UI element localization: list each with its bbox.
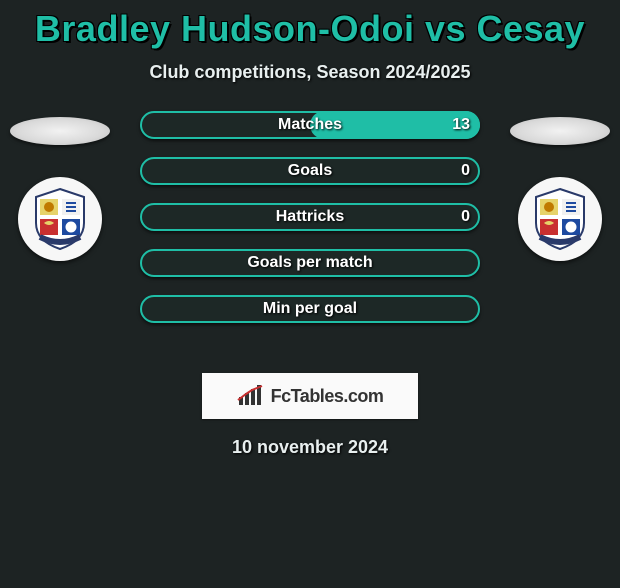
stat-row: Min per goal bbox=[140, 295, 480, 323]
comparison-panel: Matches13Goals0Hattricks0Goals per match… bbox=[0, 111, 620, 371]
left-player-column bbox=[0, 111, 120, 261]
watermark-text: FcTables.com bbox=[271, 386, 384, 407]
subtitle: Club competitions, Season 2024/2025 bbox=[0, 62, 620, 83]
watermark: FcTables.com bbox=[202, 373, 418, 419]
left-player-photo-placeholder bbox=[10, 117, 110, 145]
club-crest-icon bbox=[526, 185, 594, 253]
stat-row: Matches13 bbox=[140, 111, 480, 139]
stat-bars: Matches13Goals0Hattricks0Goals per match… bbox=[140, 111, 480, 341]
page-title: Bradley Hudson-Odoi vs Cesay bbox=[0, 8, 620, 50]
right-player-club-crest bbox=[518, 177, 602, 261]
stat-label: Min per goal bbox=[140, 295, 480, 323]
stat-label: Matches bbox=[140, 111, 480, 139]
club-crest-icon bbox=[26, 185, 94, 253]
stat-row: Goals per match bbox=[140, 249, 480, 277]
watermark-chart-icon bbox=[237, 385, 265, 407]
stat-row: Goals0 bbox=[140, 157, 480, 185]
left-player-club-crest bbox=[18, 177, 102, 261]
stat-label: Hattricks bbox=[140, 203, 480, 231]
stat-label: Goals bbox=[140, 157, 480, 185]
right-player-column bbox=[500, 111, 620, 261]
stat-label: Goals per match bbox=[140, 249, 480, 277]
right-player-photo-placeholder bbox=[510, 117, 610, 145]
date-text: 10 november 2024 bbox=[0, 437, 620, 458]
stat-right-value: 0 bbox=[461, 157, 470, 185]
stat-right-value: 0 bbox=[461, 203, 470, 231]
stat-row: Hattricks0 bbox=[140, 203, 480, 231]
stat-right-value: 13 bbox=[452, 111, 470, 139]
